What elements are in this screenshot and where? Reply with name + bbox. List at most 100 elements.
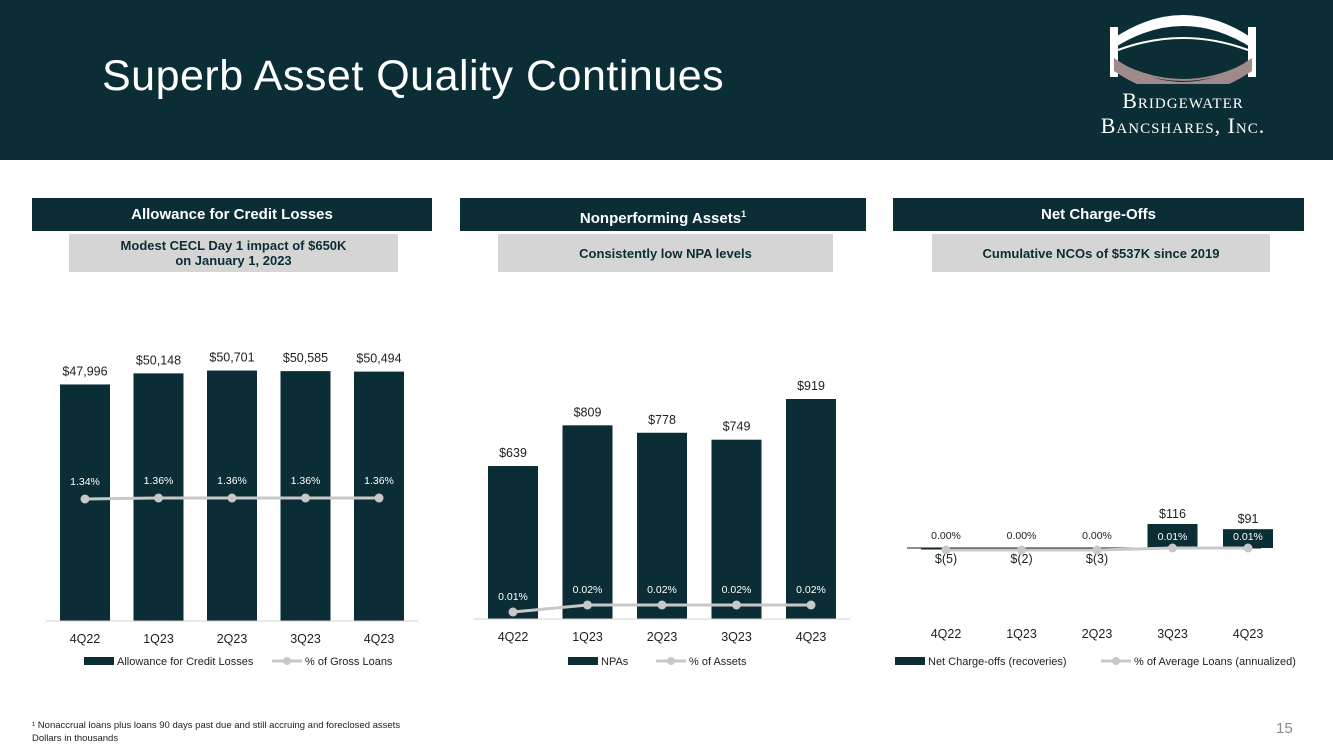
data-label: $116 (1159, 507, 1186, 521)
data-label: $749 (723, 420, 751, 434)
category-label: 2Q23 (1082, 627, 1113, 641)
footnote-line: ¹ Nonaccrual loans plus loans 90 days pa… (32, 720, 401, 731)
subheader-line: Modest CECL Day 1 impact of $650K (120, 238, 347, 253)
line-point (80, 494, 90, 504)
footnote-marker: 1 (741, 209, 747, 219)
data-label: $809 (574, 405, 602, 419)
percent-label: 0.00% (1007, 530, 1037, 542)
page-title: Superb Asset Quality Continues (102, 52, 725, 100)
legend-entry: Net Charge-offs (recoveries) (928, 656, 1067, 668)
bar-4q22 (488, 466, 538, 619)
bar-4q23 (786, 399, 836, 619)
percent-label: 0.02% (647, 584, 677, 596)
line-point (1017, 545, 1026, 555)
line-point (1092, 545, 1102, 555)
data-label: $50,585 (283, 351, 328, 365)
footnotes: ¹ Nonaccrual loans plus loans 90 days pa… (32, 719, 400, 745)
allowance-chart: $47,996 $50,148 $50,701 $50,585 $50,494 1.34%… (46, 351, 418, 668)
panel-header-label: Net Charge-Offs (1040, 206, 1156, 223)
line-point (227, 493, 237, 503)
line-point (374, 493, 384, 503)
line-point (301, 493, 310, 503)
bar-1q23 (562, 425, 613, 619)
line-point (1168, 543, 1177, 553)
legend-entry: Allowance for Credit Losses (117, 656, 254, 668)
data-label: $47,996 (62, 364, 107, 378)
percent-label: 1.36% (144, 475, 174, 487)
company-logo: Bridgewater Bancshares, Inc. (1068, 14, 1298, 144)
category-label: 4Q22 (70, 632, 101, 646)
category-label: 4Q22 (498, 630, 529, 644)
percent-label: 0.02% (722, 584, 752, 596)
footnote-line: Dollars in thousands (32, 733, 119, 744)
slide-header: Superb Asset Quality Continues Bridgewat… (0, 0, 1333, 160)
subheader-line: Consistently low NPA levels (579, 245, 752, 261)
data-label: $(3) (1086, 552, 1108, 566)
percent-label: 1.36% (364, 475, 394, 487)
category-label: 2Q23 (647, 630, 678, 644)
nco-chart: $(5) $(2) $(3) $116 $91 0.00% 0.00% 0.00% 0.01% 0… (895, 507, 1296, 668)
panel-header-npa: Nonperforming Assets1 (460, 198, 866, 231)
percent-label: 1.36% (291, 475, 321, 487)
legend-bar-swatch (84, 657, 114, 665)
data-label: $50,148 (136, 353, 181, 367)
category-label: 4Q22 (931, 627, 962, 641)
panel-subheader-nco: Cumulative NCOs of $537K since 2019 (932, 234, 1270, 272)
panel-subheader-npa: Consistently low NPA levels (498, 234, 833, 272)
category-label: 3Q23 (721, 630, 752, 644)
logo-text-line2: Bancshares, Inc. (1100, 113, 1266, 138)
data-label: $91 (1238, 512, 1259, 526)
percent-label: 0.02% (573, 584, 603, 596)
data-label: $(2) (1010, 552, 1032, 566)
page-number: 15 (1276, 720, 1293, 737)
category-label: 4Q23 (1233, 627, 1264, 641)
bar-2q23 (637, 432, 687, 619)
line-point (732, 600, 741, 610)
legend-bar-swatch (568, 657, 598, 665)
legend-bar-swatch (895, 657, 925, 665)
data-label: $50,701 (209, 351, 254, 365)
legend-line-marker (283, 657, 291, 665)
percent-label: 0.01% (1233, 531, 1263, 543)
data-label: $778 (648, 413, 676, 427)
logo-text-line1: Bridgewater (1122, 88, 1244, 113)
bridge-arch-icon (1110, 15, 1256, 84)
percent-label: 1.36% (217, 475, 247, 487)
line-point (583, 600, 592, 610)
panel-header-label: Allowance for Credit Losses (131, 206, 333, 223)
data-label: $50,494 (356, 352, 401, 366)
percent-label: 0.02% (796, 584, 826, 596)
line-point (941, 545, 951, 555)
panel-subheader-allowance: Modest CECL Day 1 impact of $650K on Jan… (69, 234, 398, 272)
line-point (1243, 543, 1253, 553)
percent-label: 0.00% (931, 530, 961, 542)
category-label: 2Q23 (217, 632, 248, 646)
data-label: $639 (499, 446, 527, 460)
npa-chart: $639 $809 $778 $749 $919 0.01% 0.02% 0.02% 0.02%… (474, 379, 850, 668)
percent-label: 0.01% (498, 591, 528, 603)
category-label: 1Q23 (1006, 627, 1037, 641)
line-point (657, 600, 667, 610)
legend-entry: % of Average Loans (annualized) (1134, 656, 1296, 668)
legend-entry: % of Gross Loans (305, 656, 393, 668)
panel-header-nco: Net Charge-Offs (893, 198, 1304, 231)
bar-4q23 (1223, 529, 1273, 548)
legend-entry: % of Assets (689, 656, 747, 668)
percent-label: 0.01% (1158, 531, 1188, 543)
line-point (806, 600, 816, 610)
bar-3q23 (711, 439, 762, 619)
panel-header-allowance: Allowance for Credit Losses (32, 198, 432, 231)
category-label: 4Q23 (364, 632, 395, 646)
legend-line-marker (1112, 657, 1120, 665)
category-label: 3Q23 (290, 632, 321, 646)
panel-header-label: Nonperforming Assets (579, 210, 742, 227)
data-label: $(5) (935, 552, 957, 566)
subheader-line: on January 1, 2023 (175, 253, 292, 268)
category-label: 1Q23 (572, 630, 603, 644)
data-label: $919 (797, 379, 825, 393)
legend-entry: NPAs (601, 656, 629, 668)
percent-label: 0.00% (1082, 530, 1112, 542)
legend-line-marker (667, 657, 675, 665)
percent-label: 1.34% (70, 476, 100, 488)
category-label: 1Q23 (143, 632, 174, 646)
